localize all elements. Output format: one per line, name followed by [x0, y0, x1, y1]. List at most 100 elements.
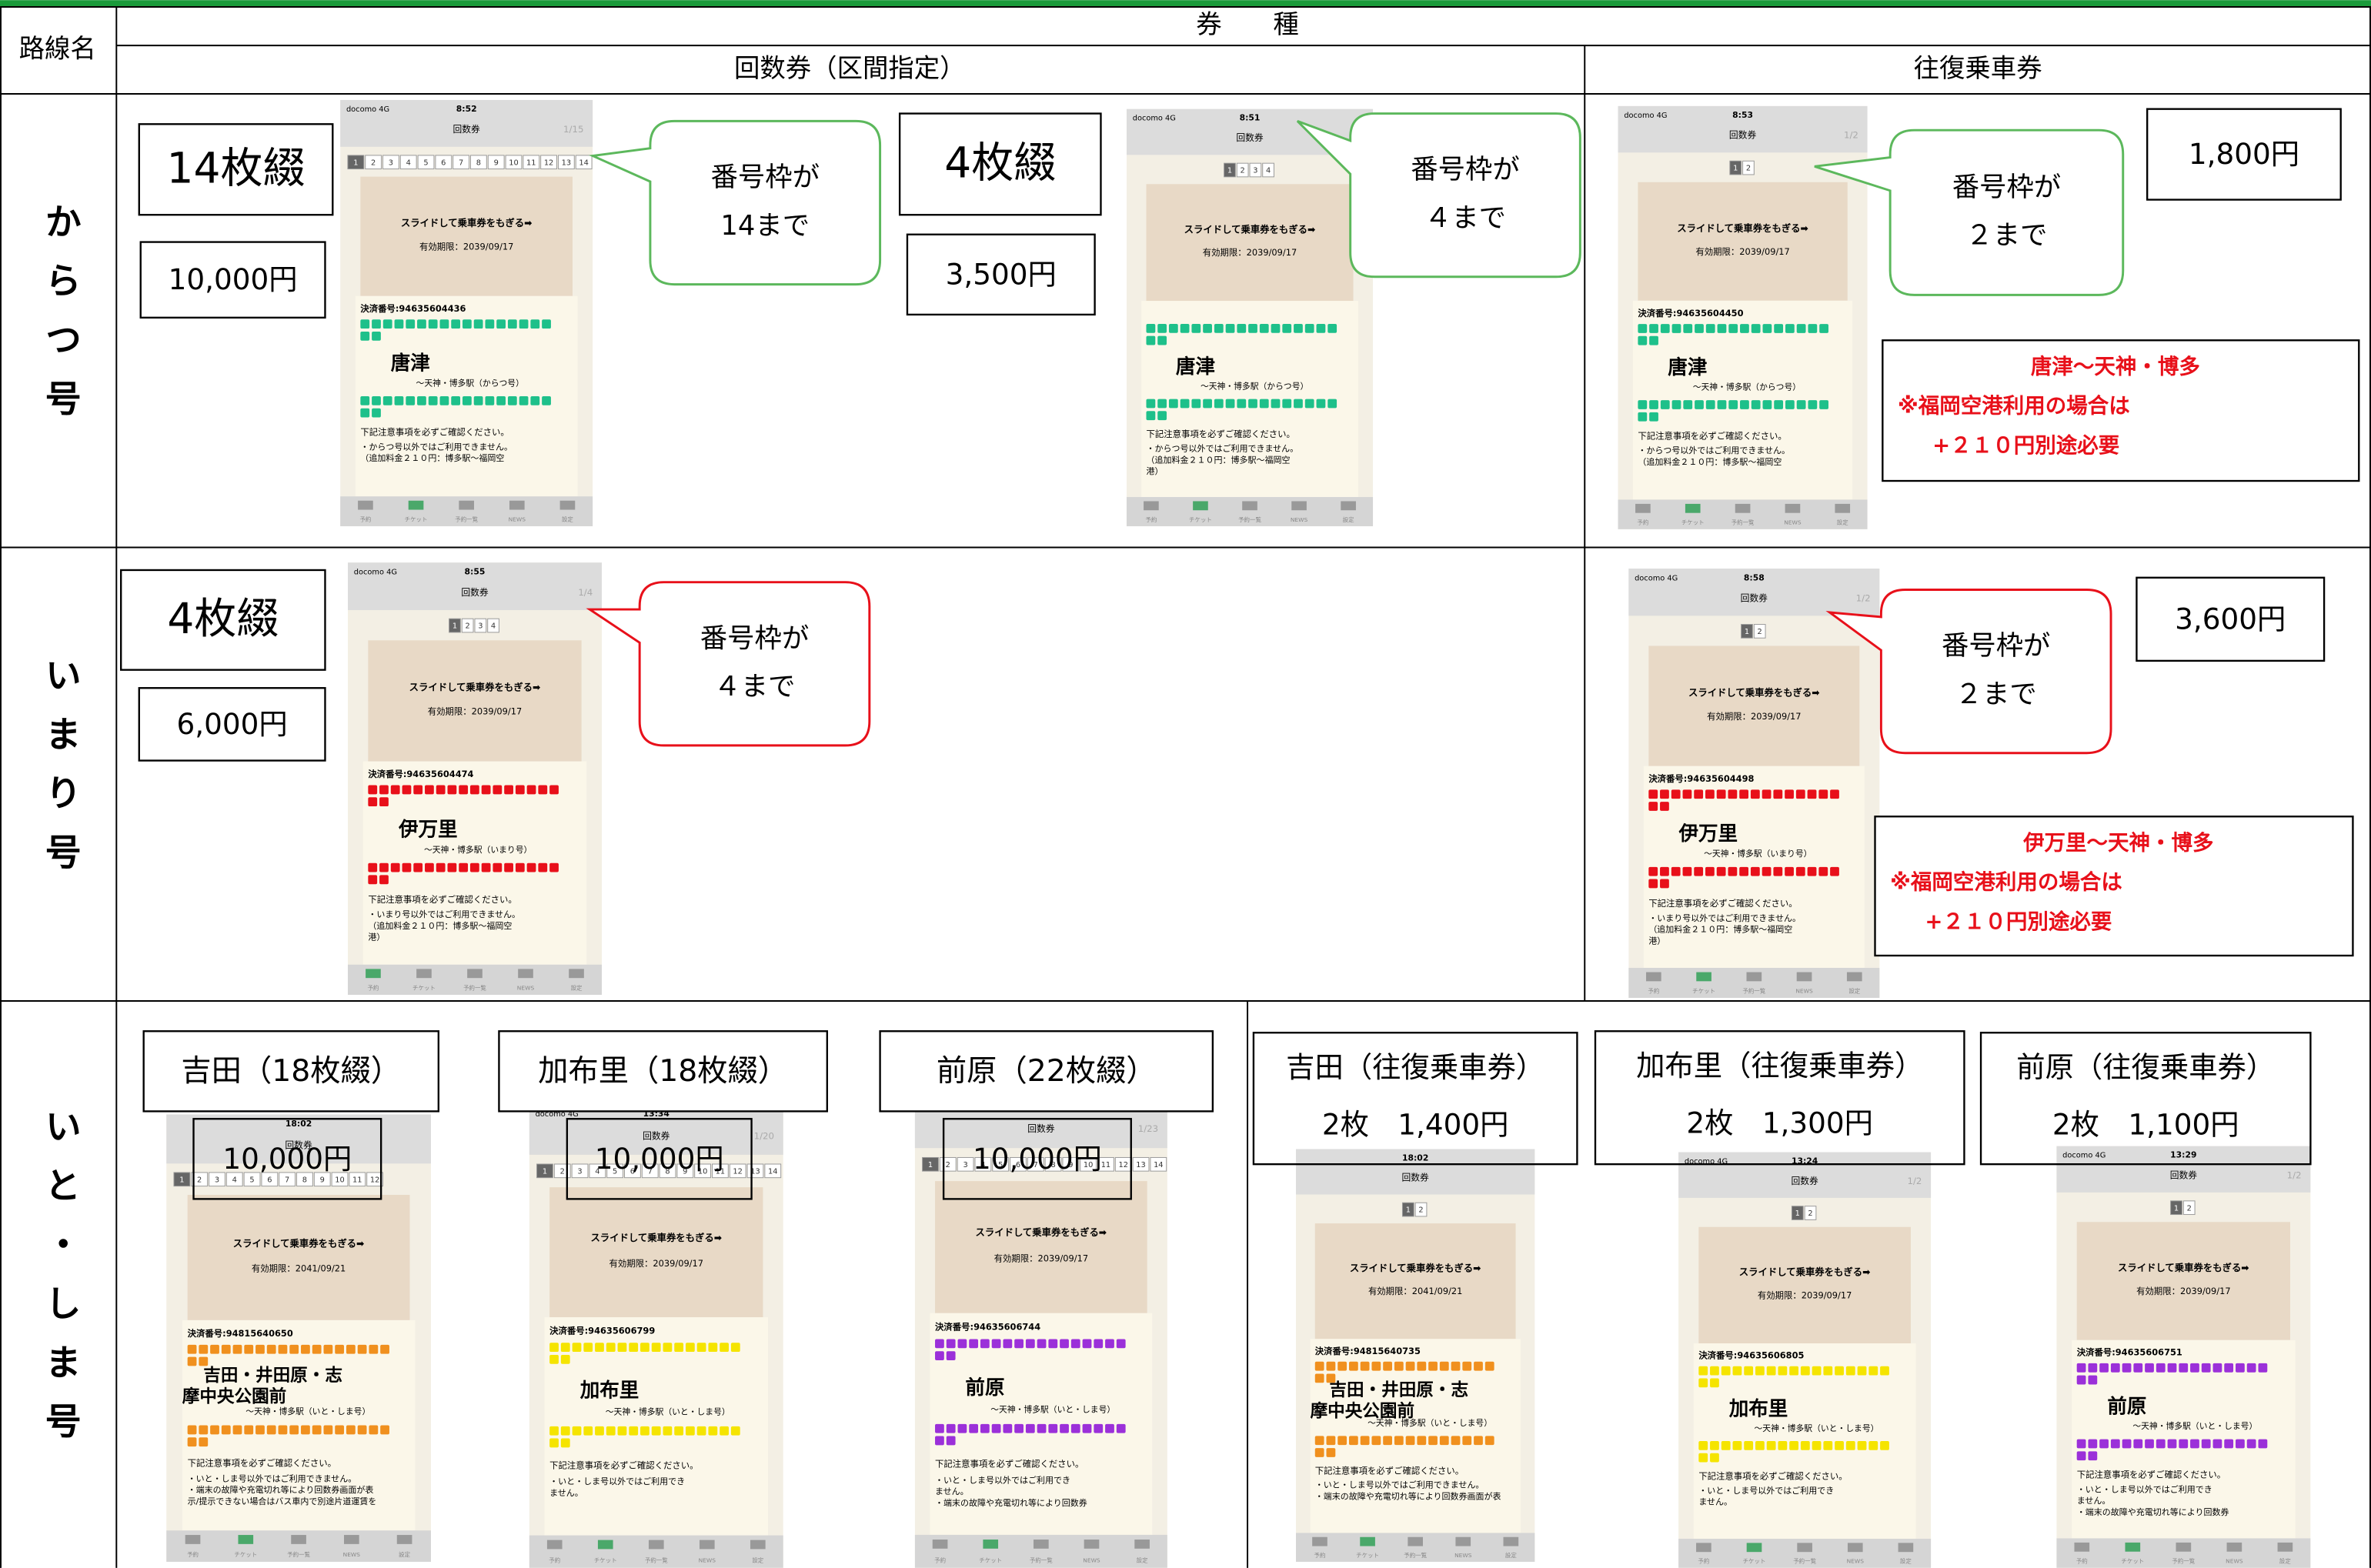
marker — [447, 862, 457, 872]
marker — [2258, 1439, 2268, 1449]
marker — [301, 1425, 310, 1435]
marker — [2224, 1363, 2234, 1373]
marker — [1721, 1441, 1731, 1450]
page-number-box — [1150, 1156, 1167, 1172]
marker — [2133, 1363, 2143, 1373]
marker — [696, 1426, 706, 1436]
marker — [957, 1423, 967, 1433]
note: 港） — [1146, 466, 1163, 476]
marker — [2167, 1363, 2177, 1373]
callout-text: 番号枠が — [1952, 172, 2061, 203]
marker — [1462, 1361, 1472, 1371]
marker — [2246, 1363, 2256, 1373]
marker — [1316, 399, 1326, 409]
marker — [278, 1344, 288, 1354]
marker — [1698, 1453, 1708, 1463]
marker — [1778, 1366, 1788, 1376]
marker — [1094, 1339, 1104, 1349]
label-text: 4枚綴 — [944, 138, 1056, 187]
ticket-stub — [1314, 1223, 1516, 1339]
marker — [2088, 1363, 2098, 1373]
marker — [210, 1425, 219, 1435]
marker — [1739, 789, 1749, 799]
tab-label: 予約一覧 — [1238, 515, 1261, 523]
note-text: ※福岡空港利用の場合は — [1898, 394, 2130, 419]
tab-icon — [1847, 1543, 1863, 1553]
marker — [935, 1351, 944, 1360]
marker — [1649, 412, 1658, 422]
marker — [1116, 1339, 1126, 1349]
page-number: 12 — [1118, 1161, 1128, 1169]
marker — [2246, 1439, 2256, 1449]
slide-text: スライドして乗車券をもぎる➡ — [1677, 222, 1808, 234]
page-number-box — [571, 1163, 589, 1179]
marker — [1316, 323, 1326, 333]
marker — [1360, 1361, 1370, 1371]
tab-label: チケット — [405, 516, 428, 523]
marker — [1740, 400, 1749, 409]
marker — [232, 1344, 242, 1354]
note: ・からつ号以外ではご利用できません。 — [1638, 445, 1790, 455]
marker — [1648, 866, 1658, 876]
expiry: 有効期限：2039/09/17 — [419, 242, 513, 252]
slide-text: スライドして乗車券をもぎる➡ — [976, 1226, 1107, 1238]
marker — [380, 1344, 389, 1354]
marker — [1451, 1361, 1461, 1371]
marker — [1648, 879, 1658, 889]
page-number-box — [1044, 1156, 1062, 1172]
marker — [473, 395, 483, 405]
label-box — [2146, 108, 2342, 201]
marker — [969, 1423, 979, 1433]
callout-text: 14まで — [720, 210, 810, 242]
header-ticket: 券 種 — [1196, 9, 1299, 39]
label-text: 吉田（18枚綴） — [181, 1054, 401, 1089]
marker — [1716, 789, 1726, 799]
page-number: 8 — [1050, 1161, 1055, 1169]
page-number: 3 — [478, 622, 483, 631]
marker — [1671, 789, 1681, 799]
marker — [1474, 1436, 1483, 1446]
tab-icon — [1341, 501, 1356, 511]
marker — [1060, 1423, 1069, 1433]
marker — [1721, 1366, 1731, 1376]
marker — [485, 395, 495, 405]
marker — [1383, 1361, 1392, 1371]
marker — [1705, 866, 1715, 876]
notice: 下記注意事項を必ずご確認ください。 — [1648, 898, 1797, 909]
page-number: 3 — [1253, 167, 1257, 175]
page-number: 11 — [352, 1176, 362, 1184]
station-name: 伊万里 — [1678, 822, 1738, 846]
marker — [1750, 789, 1760, 799]
page-number: 11 — [526, 158, 536, 167]
marker — [1789, 1441, 1799, 1450]
marker — [372, 395, 381, 405]
marker — [1060, 1339, 1069, 1349]
marker — [1484, 1361, 1494, 1371]
note-text: 唐津〜天神・博多 — [2031, 355, 2200, 379]
tab-icon — [1746, 972, 1762, 982]
marker — [1649, 324, 1658, 333]
tab-label: チケット — [234, 1551, 257, 1558]
marker — [1203, 399, 1212, 409]
page-number: 1 — [543, 1167, 547, 1176]
page-number-box — [449, 618, 461, 633]
marker — [1732, 1366, 1742, 1376]
expiry: 有効期限：2039/09/17 — [609, 1258, 703, 1269]
marker — [372, 331, 381, 341]
slide-text: スライドして乗車券をもぎる➡ — [1350, 1263, 1481, 1274]
marker — [1157, 411, 1167, 421]
payment-number: 決済番号:94815640735 — [1315, 1346, 1421, 1356]
note: ・からつ号以外ではご利用できません。 — [1146, 443, 1298, 454]
tab-icon — [559, 500, 576, 510]
tab-label: 予約一覧 — [455, 515, 478, 523]
marker — [1796, 400, 1806, 409]
marker — [266, 1344, 276, 1354]
note-box — [1882, 339, 2360, 482]
marker — [1003, 1423, 1013, 1433]
marker — [560, 1438, 570, 1448]
marker — [2201, 1363, 2211, 1373]
page-number-box — [540, 155, 557, 170]
tab-label: NEWS — [517, 985, 535, 992]
tab-label: チケット — [1681, 519, 1705, 526]
page-number: 4 — [232, 1176, 237, 1184]
